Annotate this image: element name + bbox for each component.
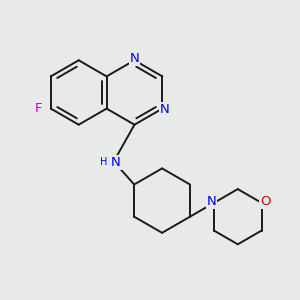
Text: O: O — [260, 196, 271, 208]
Text: N: N — [130, 52, 139, 65]
Text: N: N — [111, 156, 121, 169]
Text: N: N — [159, 103, 169, 116]
Text: F: F — [35, 102, 43, 115]
Text: H: H — [100, 158, 107, 167]
Text: N: N — [207, 196, 216, 208]
